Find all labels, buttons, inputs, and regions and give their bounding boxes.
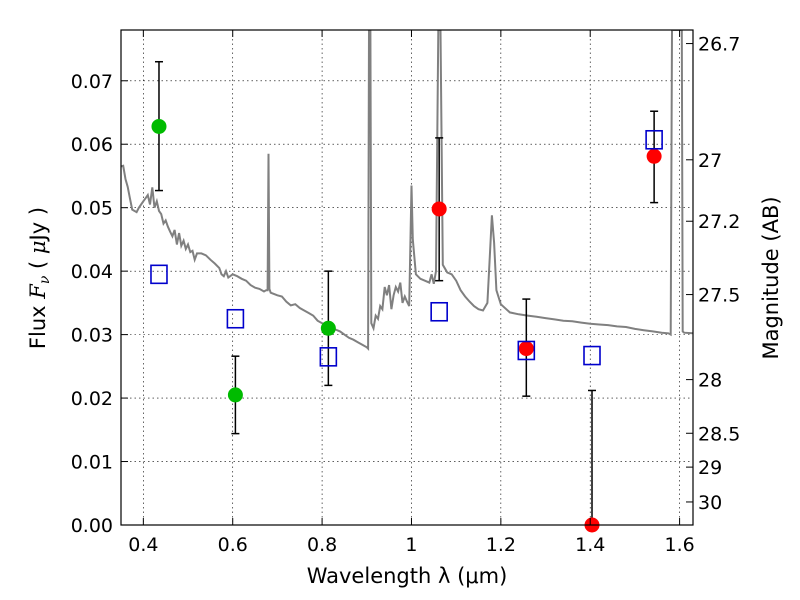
right-tick-label: 27.5 — [698, 285, 740, 307]
observed-flux-point — [320, 320, 336, 336]
right-tick-label: 28.5 — [698, 423, 740, 445]
x-tick-label: 0.4 — [128, 534, 158, 556]
y-axis-label-part: μ — [26, 240, 50, 254]
x-tick-label: 0.6 — [218, 534, 248, 556]
model-sed-layer — [121, 30, 693, 352]
y-tick-label: 0.02 — [71, 388, 113, 410]
right-tick-label: 29 — [698, 457, 722, 479]
model-flux-square — [517, 340, 536, 361]
y-tick-label: 0.03 — [71, 325, 113, 347]
observed-flux-point — [151, 118, 167, 134]
right-tick-label: 30 — [698, 492, 722, 514]
y-axis-label: Flux Fν ( μJy ) — [26, 207, 53, 349]
right-axis-label: Magnitude (AB) — [759, 196, 783, 359]
model-flux-square — [583, 345, 601, 366]
right-tick-label: 27.2 — [698, 211, 740, 233]
y-tick-label: 0.04 — [71, 261, 113, 283]
observed-flux-point — [227, 387, 243, 403]
y-tick-label: 0.05 — [71, 198, 113, 220]
x-tick-label: 0.8 — [307, 534, 337, 556]
y-axis-label-part: Flux — [26, 299, 50, 349]
model-flux-square — [645, 129, 663, 150]
y-axis-label-part: ( — [26, 254, 50, 276]
x-tick-label: 1.4 — [575, 534, 605, 556]
x-tick-label: 1.6 — [664, 534, 694, 556]
x-axis-label: Wavelength λ (μm) — [307, 564, 508, 588]
y-axis-label-part: Jy ) — [26, 207, 50, 243]
y-tick-label: 0.00 — [71, 515, 113, 537]
y-axis-label-part: F — [26, 283, 50, 300]
y-tick-label: 0.07 — [71, 71, 113, 93]
model-flux-square — [150, 264, 168, 285]
model-flux-square — [319, 347, 338, 367]
data-points — [150, 60, 663, 533]
model-flux-square — [226, 308, 245, 329]
model-flux-square — [430, 301, 448, 322]
right-tick-label: 28 — [698, 370, 722, 392]
right-tick-label: 27 — [698, 150, 722, 172]
x-tick-label: 1 — [405, 534, 417, 556]
grid — [121, 30, 693, 526]
observed-flux-point — [431, 201, 447, 217]
x-tick-label: 1.2 — [486, 534, 516, 556]
observed-flux-point — [518, 341, 534, 357]
observed-flux-point — [646, 148, 662, 164]
y-tick-label: 0.06 — [71, 134, 113, 156]
y-axis-label-part: ν — [37, 275, 53, 284]
right-tick-label: 26.7 — [698, 34, 740, 56]
y-tick-label: 0.01 — [71, 452, 113, 474]
axis-ticks: 0.4 0.6 0.8 1 1.2 1.4 1.6 0.00 0.01 0.02 0.03 0.04 0… — [71, 30, 740, 556]
model-sed-curve — [121, 30, 693, 352]
plot-frame — [120, 29, 694, 526]
